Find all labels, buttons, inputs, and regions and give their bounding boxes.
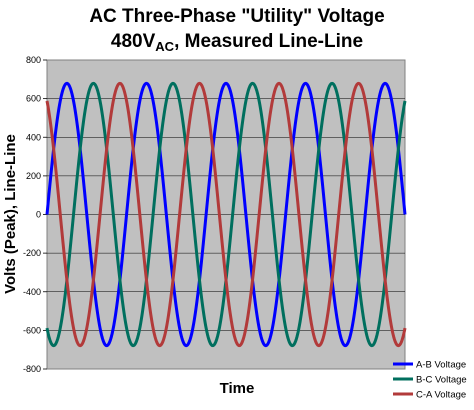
y-tick-label: -600 [23, 325, 41, 335]
title-voltage-subscript: AC [155, 39, 174, 54]
y-tick-label: 200 [26, 171, 41, 181]
x-axis-label: Time [220, 380, 255, 397]
y-axis-label: Volts (Peak), Line-Line [2, 134, 19, 294]
y-tick-label: 600 [26, 94, 41, 104]
chart-title-line2: 480VAC, Measured Line-Line [111, 31, 363, 54]
y-tick-label: 400 [26, 132, 41, 142]
legend-label: C-A Voltage [416, 390, 466, 401]
legend: A-B Voltage B-C Voltage C-A Voltage [393, 360, 467, 401]
y-tick-label: -800 [23, 364, 41, 374]
y-tick-label: -400 [23, 287, 41, 297]
series-line-c-a-voltage [45, 81, 407, 348]
y-tick-label: -200 [23, 248, 41, 258]
series-line-a-b-voltage [45, 81, 407, 348]
y-axis-ticks: 800 600 400 200 0 -200 -400 -600 -800 [23, 55, 47, 374]
title-voltage: 480V [111, 31, 156, 52]
y-tick-label: 0 [36, 210, 41, 220]
y-tick-label: 800 [26, 55, 41, 65]
title-measurement: , Measured Line-Line [174, 31, 363, 52]
legend-label: B-C Voltage [416, 375, 467, 386]
series-lines [45, 81, 407, 348]
chart-title-line1: AC Three-Phase "Utility" Voltage [89, 6, 384, 27]
legend-label: A-B Voltage [416, 360, 466, 371]
